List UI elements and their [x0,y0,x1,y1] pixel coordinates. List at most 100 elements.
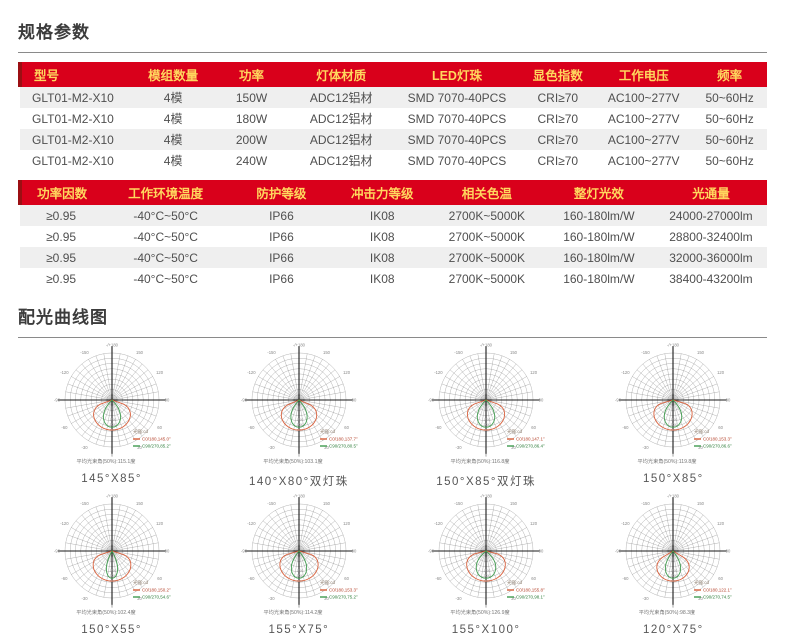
angle-tick-label: 150 [323,350,331,355]
table-cell: 150W [235,90,268,105]
spec-table-secondary: 功率因数 工作环境温度 防护等级 冲击力等级 相关色温 整灯光效 光通量 ≥0.95 -40°… [17,180,767,289]
legend-c90-label: C90/270,80.5° [329,444,358,449]
table-cell: 160-180lm/W [563,250,635,265]
avg-beam-angle-caption: 平均光束角(50%):114.2度 [263,608,322,616]
radial-tick-label: 1500 [109,417,116,421]
table-cell: 24000-27000lm [669,208,753,223]
spec-table-main-body: GLT01-M2-X10 4模 150W ADC12铝材 SMD 7070-40PCS C… [20,87,767,171]
angle-tick-label: 150 [510,350,518,355]
c90-270-curve [102,399,121,428]
angle-tick-label: 90 [726,548,731,553]
angle-tick-label: 150 [697,501,705,506]
angle-tick-label: 120 [530,370,538,375]
table-cell: GLT01-M2-X10 [32,90,114,105]
table-cell: 160-180lm/W [563,208,635,223]
legend-c0-label: C0/180,153.3° [329,588,358,593]
table-cell: 50~60Hz [705,153,754,168]
angle-tick-label: -60 [61,425,68,430]
legend-unit-label: 光强:cd [320,428,336,435]
column-header: 整灯光效 [542,180,655,205]
legend-c0-label: C0/180,137.7° [329,437,358,442]
angle-tick-label: 90 [539,548,544,553]
table-row: ≥0.95 -40°C~50°C IP66 IK08 2700K~5000K 160-18… [20,226,767,247]
angle-tick-label: 0 [110,452,113,457]
c0-180-curve [653,399,693,431]
table-cell: AC100~277V [607,90,680,105]
angle-tick-label: 60 [157,425,162,430]
beam-angle-label: 145°X85° [81,473,143,485]
angle-tick-label: -/+180 [667,493,680,498]
legend-unit-label: 光强:cd [320,579,336,586]
legend-c90-label: C90/270,75.2° [329,595,358,600]
polar-charts-grid: -/+180 150 -150 120 -120 90 -90 60 -60 30 -30 0 1500… [18,342,767,636]
legend-c90-label: C90/270,74.5° [703,595,732,600]
angle-tick-label: -90 [428,548,435,553]
angle-tick-label: -120 [247,521,256,526]
polar-chart: -/+180150-150120-12090-9060-6030-3001500… [241,493,358,616]
angle-tick-label: 90 [352,397,357,402]
polar-chart: -/+180150-150120-12090-9060-6030-3001500… [54,493,171,616]
angle-tick-label: -90 [241,397,248,402]
table-cell: IP66 [269,208,294,223]
angle-tick-label: 0 [298,452,301,457]
table-cell: CRI≥70 [537,153,579,168]
angle-tick-label: 120 [156,370,164,375]
angle-tick-label: 120 [343,521,351,526]
table-cell: CRI≥70 [537,90,579,105]
c0-180-curve [466,550,506,582]
table-cell: AC100~277V [607,132,680,147]
polar-chart: -/+180150-150120-12090-9060-6030-3001500… [241,342,358,465]
angle-tick-label: -60 [248,576,255,581]
table-cell: SMD 7070-40PCS [407,111,507,126]
c90-270-curve [665,550,682,579]
polar-chart: -/+180150-150120-12090-9060-6030-3001500… [615,493,732,616]
angle-tick-label: -90 [54,548,61,553]
polar-chart-cell: -/+180 150 -150 120 -120 90 -90 60 -60 30 -30 0 1500… [393,493,580,636]
table-cell: 180W [235,111,268,126]
angle-tick-label: 0 [110,603,113,608]
c90-270-curve [476,399,496,428]
angle-tick-label: 150 [136,350,144,355]
angle-tick-label: -30 [456,445,463,450]
angle-tick-label: -30 [268,596,275,601]
curves-section: 配光曲线图 -/+180 150 -150 120 -120 90 -90 60 -60 30 -3… [18,303,767,636]
angle-tick-label: -/+180 [106,342,119,347]
polar-chart-cell: -/+180 150 -150 120 -120 90 -90 60 -60 30 -30 0 1500… [205,493,392,636]
angle-tick-label: 90 [539,397,544,402]
table-row: GLT01-M2-X10 4模 200W ADC12铝材 SMD 7070-40PCS C… [20,129,767,150]
table-cell: IP66 [269,271,294,286]
angle-tick-label: 30 [699,445,704,450]
angle-tick-label: -/+180 [667,342,680,347]
table-row: ≥0.95 -40°C~50°C IP66 IK08 2700K~5000K 160-18… [20,268,767,289]
table-cell: SMD 7070-40PCS [407,90,507,105]
c0-180-curve [92,399,131,431]
legend-c0-label: C0/180,147.1° [516,437,545,442]
table-cell: ADC12铝材 [309,154,373,168]
angle-tick-label: -/+180 [480,493,493,498]
specs-section-title: 规格参数 [18,23,90,42]
table-row: GLT01-M2-X10 4模 180W ADC12铝材 SMD 7070-40PCS C… [20,108,767,129]
spec-table-main: 型号 模组数量 功率 灯体材质 LED灯珠 显色指数 工作电压 频率 GLT01-M2-X10… [17,62,767,171]
c0-180-curve [92,550,131,582]
column-header: 工作环境温度 [102,180,230,205]
angle-tick-label: -150 [80,350,89,355]
radial-tick-label: 3000 [109,423,116,427]
angle-tick-label: 60 [531,576,536,581]
table-cell: 4模 [163,91,183,105]
polar-chart: -/+180150-150120-12090-9060-6030-3001500… [615,342,732,465]
angle-tick-label: 60 [719,425,724,430]
angle-tick-label: 30 [137,445,142,450]
angle-tick-label: 90 [164,548,169,553]
radial-tick-label: 1500 [671,417,678,421]
legend-c90-label: C90/270,54.6° [142,595,171,600]
table-row: ≥0.95 -40°C~50°C IP66 IK08 2700K~5000K 160-18… [20,205,767,226]
table-cell: 4模 [163,112,183,126]
radial-tick-label: 3000 [671,423,678,427]
angle-tick-label: 0 [485,603,488,608]
table-cell: IP66 [269,229,294,244]
table-cell: ADC12铝材 [309,133,373,147]
table-cell: 32000-36000lm [669,250,753,265]
spec-table-secondary-header: 功率因数 工作环境温度 防护等级 冲击力等级 相关色温 整灯光效 光通量 [17,180,767,205]
radial-tick-label: 3000 [484,423,491,427]
legend-unit-label: 光强:cd [507,428,523,435]
